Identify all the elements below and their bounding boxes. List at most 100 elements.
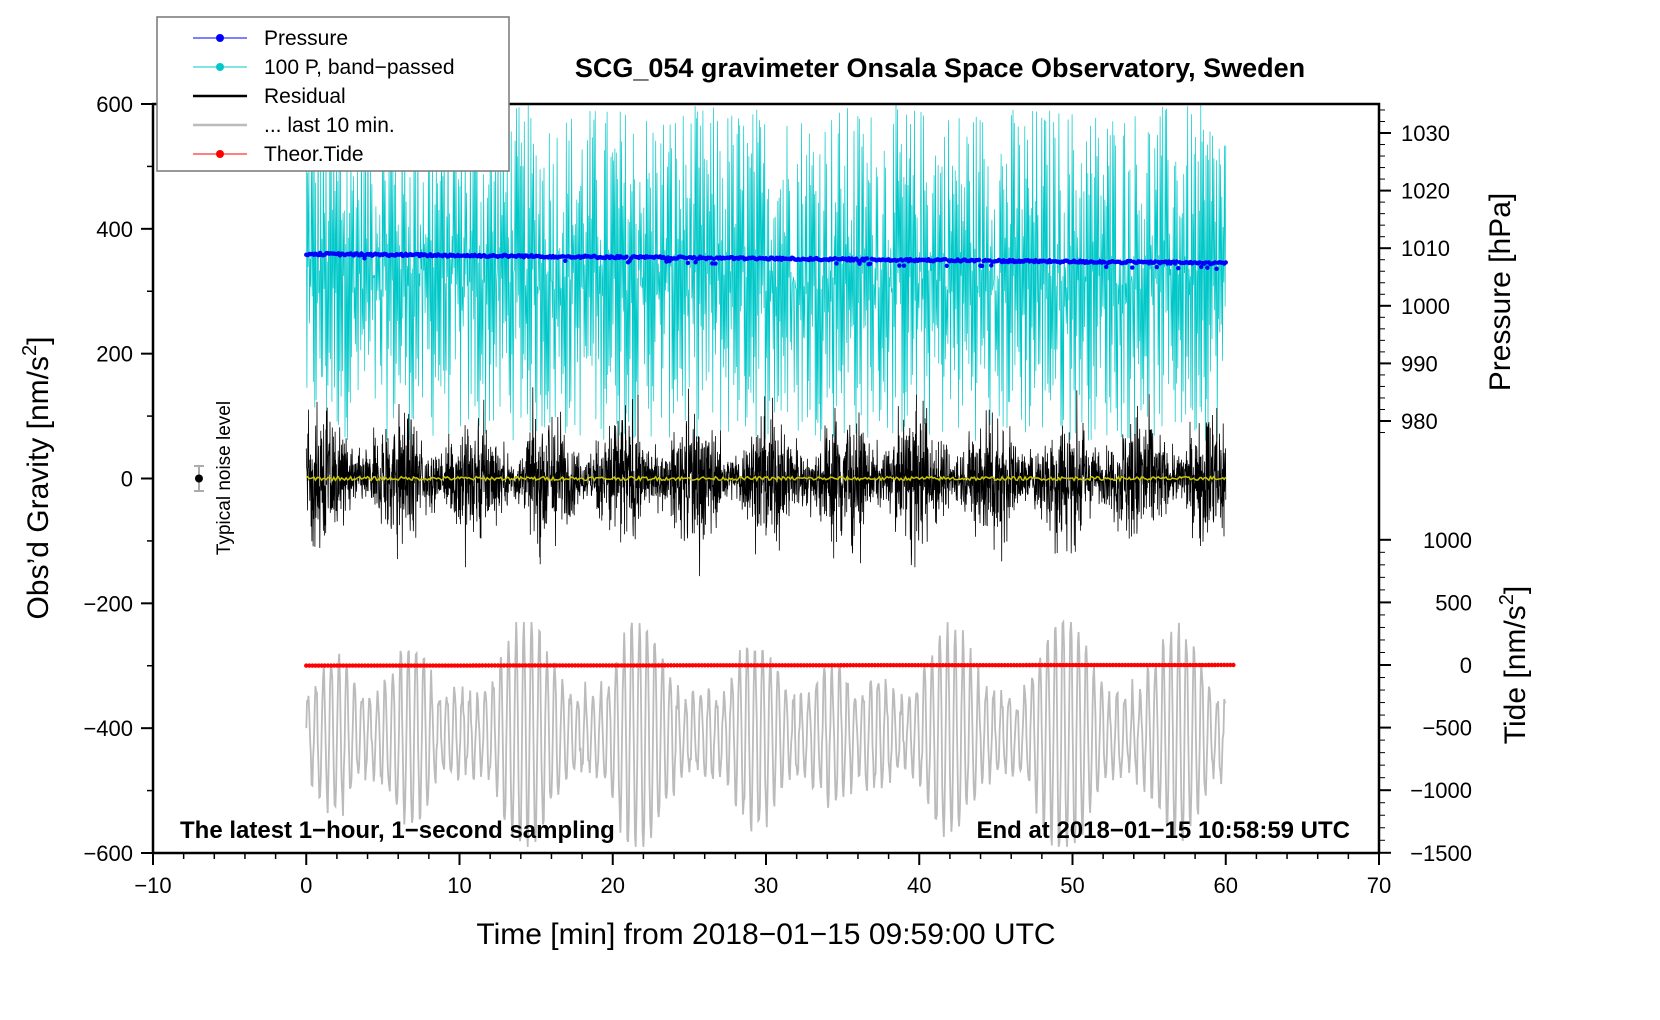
tide-point xyxy=(495,663,501,668)
tide-point xyxy=(702,663,708,668)
tide-point xyxy=(610,663,615,668)
legend-item: Theor.Tide xyxy=(193,143,364,166)
tide-point xyxy=(511,663,516,668)
tide-point xyxy=(409,663,414,668)
tide-point xyxy=(1194,662,1199,668)
tide-point xyxy=(1061,662,1066,668)
tide-point xyxy=(671,663,677,668)
tide-point xyxy=(532,663,538,668)
tide-point xyxy=(498,663,504,668)
tide-point xyxy=(742,663,748,668)
tide-point xyxy=(378,663,383,668)
tide-point xyxy=(390,663,395,668)
tide-point xyxy=(579,663,584,668)
pressure-point xyxy=(897,263,902,268)
pressure-point xyxy=(1223,260,1228,265)
tide-point xyxy=(368,663,374,668)
tide-point xyxy=(854,663,859,668)
tide-point xyxy=(504,663,510,668)
tide-point xyxy=(881,663,887,668)
tide-point xyxy=(708,663,714,668)
tide-point xyxy=(863,663,868,668)
pressure-point xyxy=(563,258,568,264)
pressure-point xyxy=(979,263,985,269)
tide-point xyxy=(1157,662,1162,668)
tide-point xyxy=(993,662,998,668)
tide-point xyxy=(721,663,726,668)
tide-point xyxy=(974,662,980,668)
tide-point xyxy=(492,663,497,668)
tide-point xyxy=(637,663,643,668)
tide-point xyxy=(959,662,964,668)
series-residual-smoothed xyxy=(305,475,1227,483)
tide-point xyxy=(968,662,973,668)
x-tick-label: 40 xyxy=(907,873,931,898)
tide-point xyxy=(603,663,609,668)
tide-tick-label: −1000 xyxy=(1410,778,1472,803)
tide-point xyxy=(538,663,544,668)
tide-point xyxy=(715,663,720,668)
pressure-tick-label: 990 xyxy=(1401,351,1438,376)
tide-point xyxy=(826,663,831,668)
legend-item: Residual xyxy=(193,85,346,108)
tide-point xyxy=(705,663,711,668)
tide-point xyxy=(832,663,837,668)
tide-point xyxy=(446,663,451,668)
tide-point xyxy=(1175,662,1180,668)
tide-point xyxy=(424,663,429,668)
tide-point xyxy=(1002,662,1007,668)
tide-point xyxy=(331,663,337,668)
tide-point xyxy=(640,663,646,668)
tide-point xyxy=(835,663,841,668)
tide-point xyxy=(795,663,800,668)
tide-point xyxy=(996,662,1001,668)
tide-point xyxy=(557,663,562,668)
tide-point xyxy=(668,663,674,668)
tide-point xyxy=(934,662,939,668)
tide-point xyxy=(1058,662,1063,668)
tide-point xyxy=(470,663,476,668)
tide-point xyxy=(696,663,701,668)
tide-point xyxy=(1166,662,1171,668)
tide-point xyxy=(365,663,371,668)
tide-point xyxy=(1005,662,1011,668)
tide-point xyxy=(909,663,915,668)
series-last-10-min xyxy=(305,619,1227,847)
tide-point xyxy=(943,662,949,668)
tide-point xyxy=(576,663,581,668)
tide-point xyxy=(1119,662,1125,668)
tide-point xyxy=(461,663,467,668)
y-tick-label: 600 xyxy=(96,92,133,117)
tide-point xyxy=(1209,662,1214,668)
tide-point xyxy=(1055,662,1060,668)
tide-point xyxy=(733,663,739,668)
tide-point xyxy=(869,663,875,668)
pressure-point xyxy=(868,261,873,266)
tide-point xyxy=(582,663,587,668)
tide-point xyxy=(542,663,547,668)
tide-point xyxy=(310,663,315,668)
tide-point xyxy=(712,663,717,668)
tide-point xyxy=(789,663,794,668)
tide-point xyxy=(1089,662,1094,668)
tide-point xyxy=(606,663,612,668)
tide-point xyxy=(980,662,986,668)
tide-point xyxy=(764,663,769,668)
tide-tick-label: 1000 xyxy=(1423,528,1472,553)
pressure-point xyxy=(864,256,870,261)
pressure-point xyxy=(685,260,691,266)
tide-point xyxy=(452,663,457,668)
tide-point xyxy=(523,663,528,668)
tide-point xyxy=(535,663,541,668)
tide-tick-label: −1500 xyxy=(1410,841,1472,866)
tide-point xyxy=(1110,662,1116,668)
pressure-point xyxy=(362,256,367,261)
legend-label: Theor.Tide xyxy=(264,143,364,166)
tide-point xyxy=(440,663,445,668)
annotation-left: The latest 1−hour, 1−second sampling xyxy=(180,817,615,844)
tide-point xyxy=(322,663,327,668)
tide-point xyxy=(585,663,590,668)
tide-point xyxy=(344,663,349,668)
tide-point xyxy=(1150,662,1156,668)
tide-point xyxy=(1129,662,1134,668)
